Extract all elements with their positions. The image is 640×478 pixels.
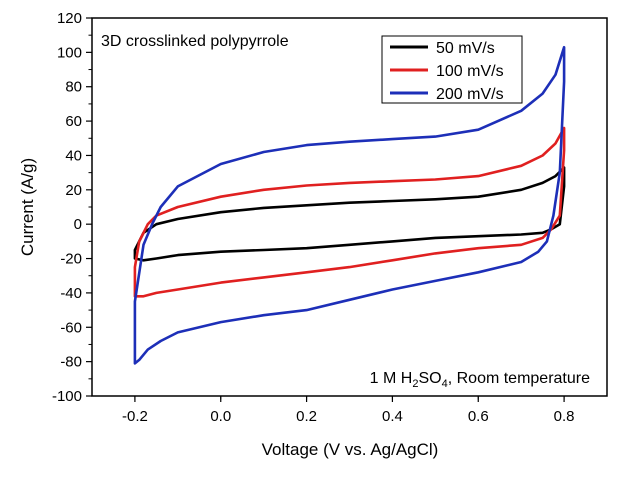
labels-layer: -0.2 0.0 0.2 0.4 0.6 0.8 -100 -80 -60 -40 -20 0 20 40… [52, 10, 575, 425]
x-tick-label: 0.0 [210, 408, 231, 425]
y-tick-label: 120 [57, 10, 82, 27]
chart-annotation-condition: 1 M H2SO4, Room temperature [370, 370, 590, 390]
legend: 50 mV/s 100 mV/s 200 mV/s [381, 35, 523, 104]
condition-prefix: 1 M H [370, 370, 413, 387]
series-line-1 [133, 126, 566, 298]
y-tick-label: -100 [52, 388, 82, 405]
condition-subscript-1: 2 [412, 378, 418, 390]
series-line-2 [133, 45, 566, 365]
legend-label-200: 200 mV/s [436, 86, 504, 103]
y-tick-label: -80 [60, 354, 82, 371]
condition-mid: SO [418, 370, 441, 387]
legend-label-50: 50 mV/s [436, 40, 495, 57]
y-tick-label: -20 [60, 251, 82, 268]
x-tick-label: 0.2 [296, 408, 317, 425]
y-tick-label: 80 [65, 79, 82, 96]
y-tick-label: 40 [65, 147, 82, 164]
x-tick-label: 0.8 [554, 408, 575, 425]
legend-label-100: 100 mV/s [436, 63, 504, 80]
ticks-layer [86, 17, 565, 402]
series-line-0 [133, 166, 566, 262]
chart-annotation-title: 3D crosslinked polypyrrole [101, 33, 289, 50]
x-axis-title: Voltage (V vs. Ag/AgCl) [262, 440, 439, 459]
y-axis-title: Current (A/g) [18, 158, 37, 256]
y-tick-label: -60 [60, 319, 82, 336]
condition-subscript-2: 4 [442, 378, 448, 390]
condition-suffix: , Room temperature [448, 370, 590, 387]
y-tick-label: 100 [57, 44, 82, 61]
x-tick-label: 0.4 [382, 408, 403, 425]
y-tick-label: -40 [60, 285, 82, 302]
series-layer [133, 45, 566, 365]
y-tick-label: 0 [74, 216, 82, 233]
y-tick-label: 20 [65, 182, 82, 199]
y-tick-label: 60 [65, 113, 82, 130]
x-tick-label: -0.2 [122, 408, 148, 425]
x-tick-label: 0.6 [468, 408, 489, 425]
